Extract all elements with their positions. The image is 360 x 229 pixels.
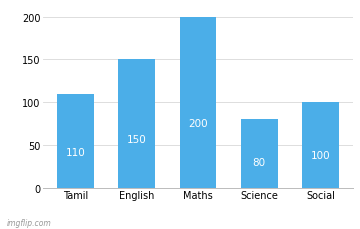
Bar xyxy=(241,120,278,188)
Text: imgflip.com: imgflip.com xyxy=(7,218,52,227)
Text: 200: 200 xyxy=(188,118,208,128)
Bar xyxy=(118,60,155,188)
Text: 100: 100 xyxy=(311,150,330,161)
Bar xyxy=(180,18,216,188)
Bar xyxy=(57,94,94,188)
Bar xyxy=(302,103,339,188)
Text: 110: 110 xyxy=(66,147,86,157)
Text: 150: 150 xyxy=(127,134,147,144)
Text: 80: 80 xyxy=(253,157,266,167)
